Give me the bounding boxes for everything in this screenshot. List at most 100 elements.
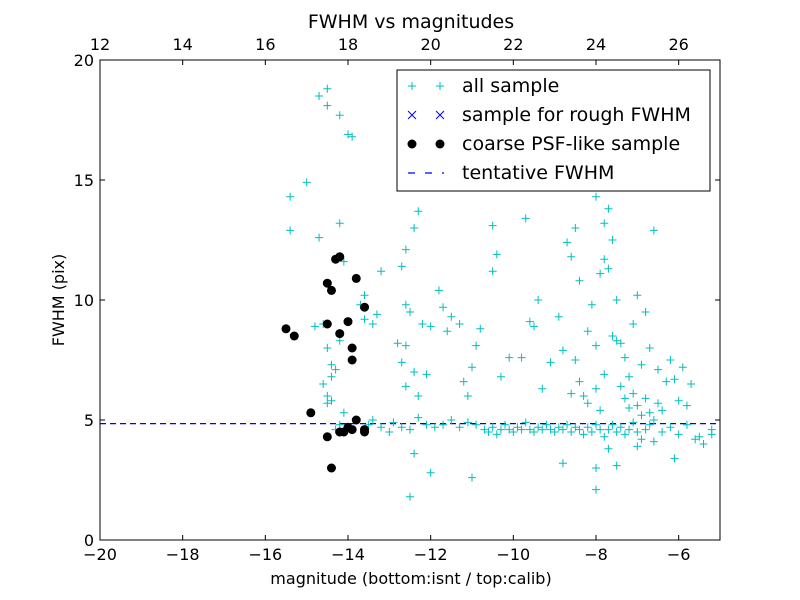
all-sample-point (587, 428, 596, 436)
legend-entry: tentative FWHM (408, 162, 614, 184)
all-sample-point (422, 420, 431, 429)
all-sample-point (406, 492, 414, 501)
all-sample-point (538, 425, 547, 434)
all-sample-point (674, 430, 683, 439)
legend-circle-marker (435, 139, 445, 149)
top-x-tick-label: 26 (668, 35, 688, 54)
all-sample-point (649, 226, 658, 235)
all-sample-point (488, 221, 497, 230)
all-sample-point (472, 341, 481, 350)
all-sample-point (612, 296, 621, 304)
all-sample-point (666, 423, 675, 432)
all-sample-point (554, 423, 563, 432)
all-sample-point (567, 252, 576, 261)
all-sample-point (637, 411, 646, 420)
y-tick-label: 20 (74, 51, 94, 70)
all-sample-point (410, 224, 419, 232)
top-x-tick-label: 20 (420, 35, 440, 54)
all-sample-point (534, 296, 543, 304)
all-sample-point (658, 428, 667, 436)
all-sample-point (368, 416, 377, 424)
all-sample-point (629, 418, 638, 427)
all-sample-point (463, 418, 472, 427)
all-sample-point (567, 389, 576, 398)
all-sample-point (600, 432, 609, 441)
x-tick-label: −16 (248, 545, 282, 564)
all-sample-point (654, 365, 662, 374)
all-sample-point (670, 454, 679, 463)
all-sample-point (641, 425, 650, 434)
all-sample-point (682, 401, 691, 410)
legend-x-marker (407, 110, 417, 120)
psf-sample-layer (281, 252, 370, 473)
all-sample-point (517, 425, 526, 434)
psf-sample-point (343, 317, 353, 327)
all-sample-point (592, 192, 600, 201)
y-axis-label: FWHM (pix) (49, 254, 68, 347)
y-ticks: 0 5 10 15 20 (74, 51, 720, 550)
all-sample-point (654, 399, 662, 408)
all-sample-point (397, 358, 406, 367)
y-tick-label: 0 (84, 531, 94, 550)
legend-entry: coarse PSF-like sample (407, 133, 680, 155)
plot-area (100, 84, 720, 501)
psf-sample-point (326, 285, 336, 295)
all-sample-point (592, 384, 600, 393)
all-sample-point (575, 377, 584, 386)
psf-sample-point (335, 252, 345, 262)
psf-sample-point (347, 355, 357, 365)
all-sample-point (558, 425, 567, 434)
all-sample-point (616, 339, 625, 348)
all-sample-point (439, 303, 448, 312)
all-sample-point (302, 178, 311, 187)
x-tick-label: −10 (496, 545, 530, 564)
all-sample-point (406, 308, 414, 316)
all-sample-point (641, 308, 650, 316)
psf-sample-point (326, 463, 336, 473)
all-sample-point (633, 291, 642, 300)
all-sample-point (484, 428, 493, 436)
all-sample-point (414, 413, 423, 422)
x-tick-label: −20 (83, 545, 117, 564)
all-sample-point (401, 245, 410, 254)
psf-sample-point (351, 415, 361, 425)
all-sample-point (600, 255, 609, 264)
all-sample-point (418, 320, 427, 328)
all-sample-point (575, 425, 584, 434)
all-sample-layer (286, 84, 716, 501)
all-sample-point (434, 286, 443, 295)
top-x-tick-label: 22 (503, 35, 523, 54)
all-sample-point (600, 370, 609, 379)
all-sample-point (645, 408, 654, 417)
all-sample-point (608, 420, 617, 429)
all-sample-point (592, 464, 600, 472)
x-tick-label: −12 (414, 545, 448, 564)
all-sample-point (488, 423, 497, 432)
all-sample-point (658, 406, 667, 415)
all-sample-point (625, 404, 634, 412)
all-sample-point (492, 250, 501, 259)
psf-sample-point (335, 427, 345, 437)
all-sample-point (571, 224, 580, 232)
all-sample-point (505, 425, 514, 434)
all-sample-point (406, 425, 414, 434)
all-sample-point (286, 192, 295, 201)
x-axis-label: magnitude (bottom:isnt / top:calib) (270, 569, 551, 588)
all-sample-point (344, 130, 352, 139)
all-sample-point (286, 226, 295, 235)
y-tick-label: 10 (74, 291, 94, 310)
legend-box (396, 69, 711, 192)
all-sample-point (422, 370, 431, 379)
all-sample-point (620, 430, 629, 439)
y-tick-label: 15 (74, 171, 94, 190)
all-sample-point (637, 435, 646, 444)
all-sample-point (521, 214, 530, 223)
all-sample-point (592, 485, 600, 494)
all-sample-point (335, 111, 344, 120)
x-tick-label: −6 (667, 545, 691, 564)
all-sample-point (645, 420, 654, 429)
all-sample-point (323, 399, 332, 408)
all-sample-point (327, 360, 336, 369)
